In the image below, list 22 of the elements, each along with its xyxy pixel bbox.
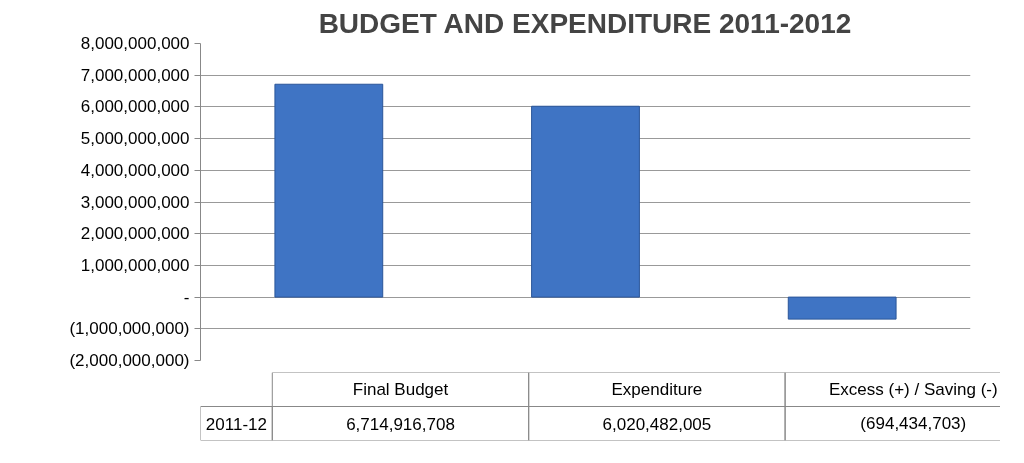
y-tick-label: 4,000,000,000 — [80, 160, 190, 180]
x-tick-label: Expenditure — [611, 380, 703, 399]
data-label: 6,714,916,708 — [346, 414, 455, 434]
data-label: 6,020,482,005 — [602, 414, 712, 434]
bar — [531, 105, 640, 298]
y-tick-label: 7,000,000,000 — [80, 65, 190, 85]
chart-title: BUDGET AND EXPENDITURE 2011-2012 — [318, 7, 852, 39]
y-tick-label: 2,000,000,000 — [80, 224, 190, 244]
x-tick-label: Final Budget — [352, 380, 449, 399]
x-tick-label: Excess (+) / Saving (-) — [828, 380, 998, 399]
y-tick-label: 8,000,000,000 — [80, 34, 190, 53]
y-tick-label: 5,000,000,000 — [80, 129, 190, 149]
y-tick-label: (2,000,000,000) — [69, 351, 190, 370]
y-tick-label: 6,000,000,000 — [80, 97, 190, 117]
y-tick-label: 1,000,000,000 — [80, 255, 190, 275]
y-tick-label: - — [183, 287, 190, 307]
text: 2011-12 — [205, 414, 267, 434]
y-tick-label: (1,000,000,000) — [69, 319, 190, 339]
bar — [274, 83, 384, 298]
y-tick-label: 3,000,000,000 — [80, 192, 190, 212]
data-label: (694,434,703) — [860, 414, 967, 433]
bar — [787, 296, 897, 320]
